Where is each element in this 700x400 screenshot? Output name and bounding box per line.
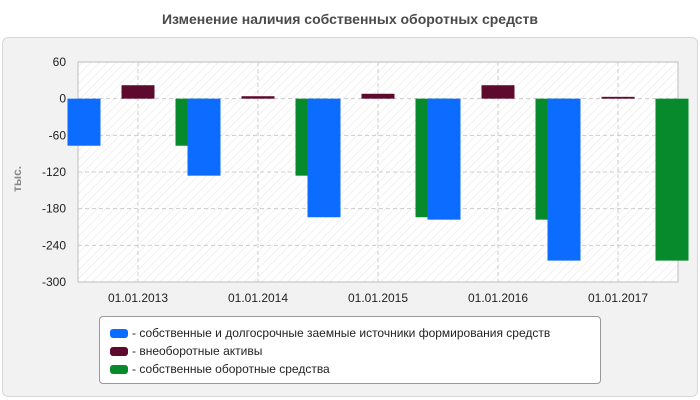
bar-series-2-1[interactable] [121,85,155,99]
y-tick-label: -240 [42,238,66,252]
bar-series-3-5[interactable] [655,98,689,261]
y-axis-ticks: 60 0 -60 -120 -180 -240 -300 [42,55,66,289]
x-tick-label: 01.01.2017 [588,291,648,305]
bar-series-1-2[interactable] [187,98,221,176]
bar-series-2-3[interactable] [361,93,395,99]
bar-series-1-1[interactable] [67,98,101,146]
y-tick-label: -60 [49,128,67,142]
legend-swatch [110,364,128,374]
legend-item-non-current-assets[interactable]: - внеоборотные активы [110,343,262,359]
bar-series-1-3[interactable] [307,98,341,218]
bar-series-1-4[interactable] [427,98,461,220]
y-tick-label: -180 [42,202,66,216]
legend-label: - собственные оборотные средства [132,362,330,376]
y-tick-label: -120 [42,165,66,179]
bar-series-1-5[interactable] [547,98,581,261]
legend-item-working-capital[interactable]: - собственные оборотные средства [110,361,330,377]
bar-series-2-5[interactable] [601,96,635,99]
y-tick-label: -300 [42,275,66,289]
legend-label: - внеоборотные активы [132,344,263,358]
y-tick-label: 60 [53,55,67,69]
x-tick-label: 01.01.2014 [228,291,288,305]
x-axis-ticks: 01.01.2013 01.01.2014 01.01.2015 01.01.2016… [108,291,648,305]
legend-swatch [110,346,128,356]
x-tick-label: 01.01.2015 [348,291,408,305]
bars [67,85,689,261]
chart-title: Изменение наличия собственных оборотных … [161,11,539,27]
bar-series-2-4[interactable] [481,85,515,99]
x-tick-label: 01.01.2013 [108,291,168,305]
x-tick-label: 01.01.2016 [468,291,528,305]
y-axis-label: тыс. [10,165,24,192]
legend-item-own-long-term[interactable]: - собственные и долгосрочные заемные ист… [110,325,550,341]
bar-series-2-2[interactable] [241,96,275,99]
y-tick-label: 0 [59,92,66,106]
legend-label: - собственные и долгосрочные заемные ист… [132,326,551,340]
legend-swatch [110,328,128,338]
legend: - собственные и долгосрочные заемные ист… [99,316,601,384]
